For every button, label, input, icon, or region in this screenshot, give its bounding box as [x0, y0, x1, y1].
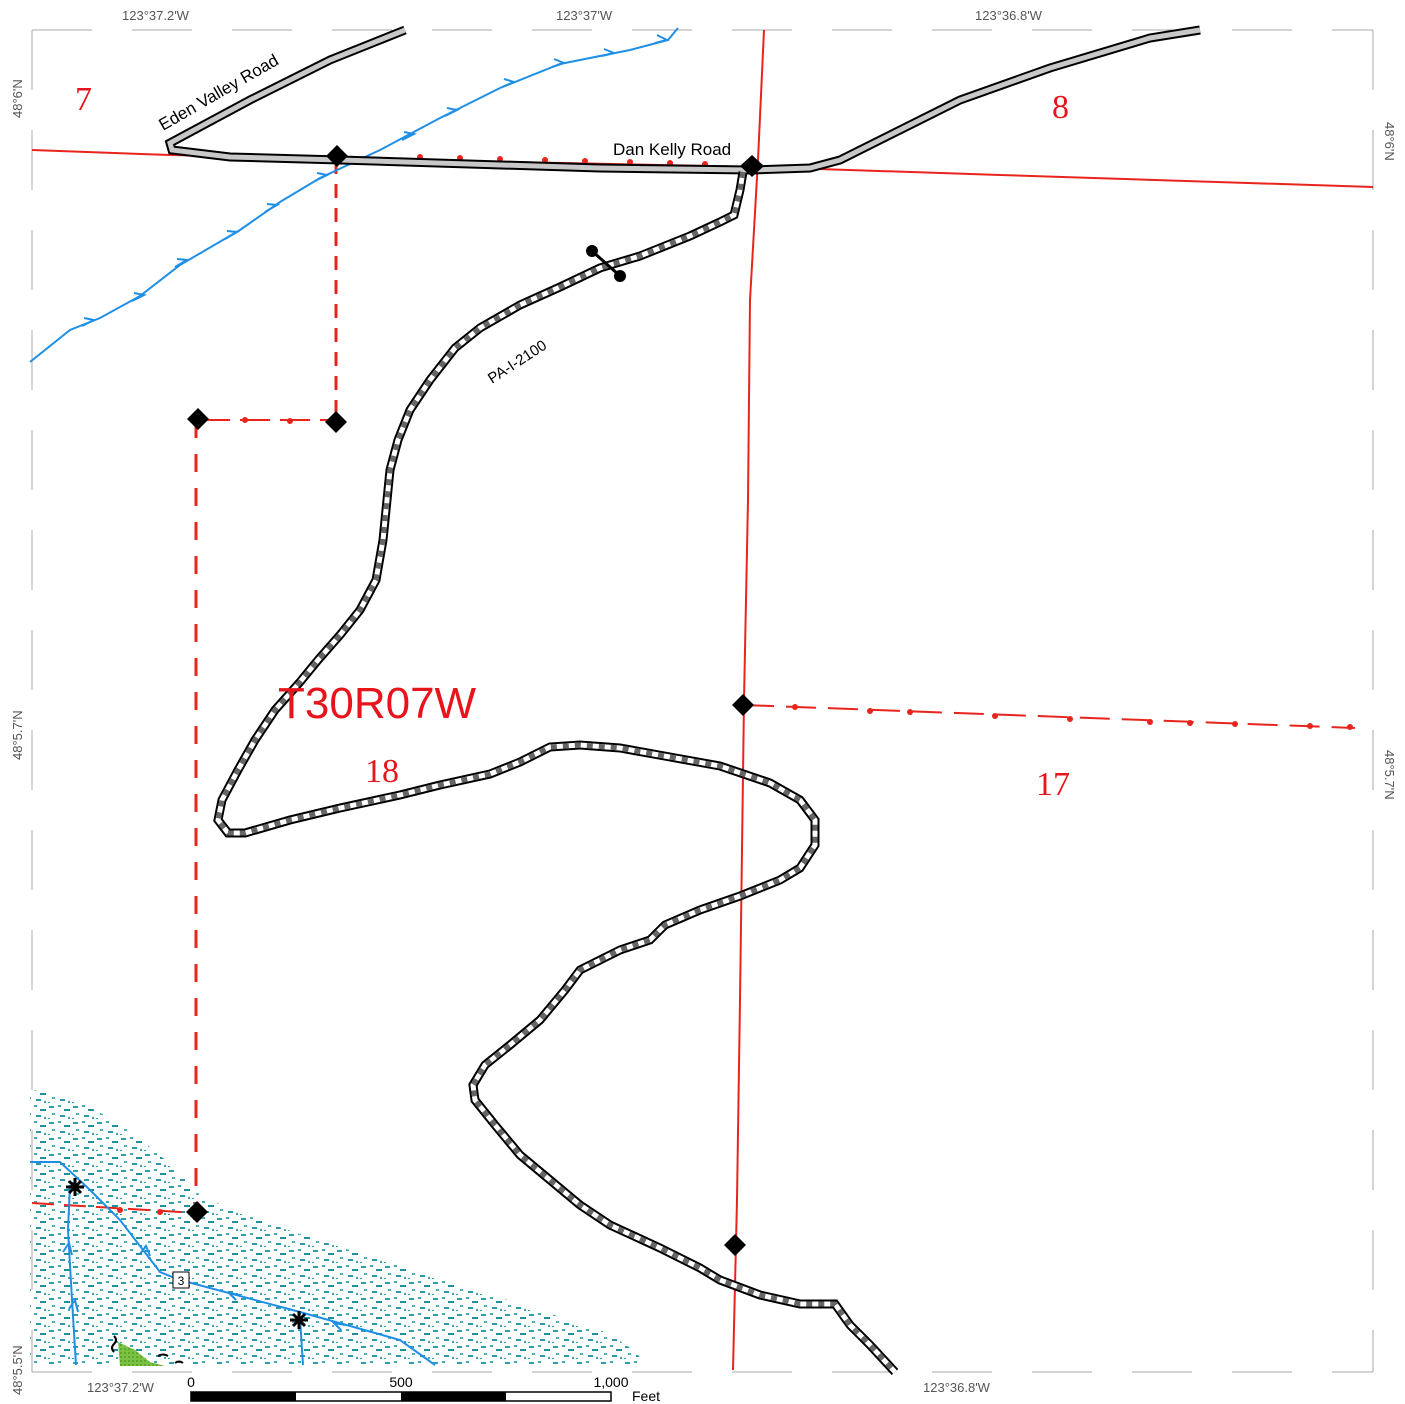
stream-north — [29, 27, 679, 363]
lat-label-right-top: 48°6'N — [1382, 122, 1397, 161]
lat-label-right-mid: 48°5.7'N — [1382, 750, 1397, 800]
lat-label-left-top: 48°6'N — [10, 79, 25, 118]
corner-marker-icon — [732, 694, 754, 716]
route-marker-label: 3 — [178, 1274, 185, 1288]
corner-marker-icon — [724, 1234, 746, 1256]
road-label-dan-kelly: Dan Kelly Road — [613, 140, 731, 159]
corner-marker-icon — [740, 155, 764, 177]
scale-bar: 0 500 1,000 Feet — [187, 1374, 660, 1404]
road-pa-i-2100 — [213, 171, 899, 1376]
lon-label-top-left: 123°37.2'W — [122, 8, 190, 23]
stream-sw-1 — [30, 1161, 436, 1366]
stream-arrows — [62, 34, 670, 1331]
boundary-line-sec18-south — [31, 1202, 197, 1214]
scale-label-500: 500 — [389, 1374, 413, 1390]
stream-sw-2 — [66, 1184, 77, 1366]
section-boundaries — [31, 29, 1374, 1371]
scale-bar-segment — [191, 1392, 296, 1401]
lon-label-bottom-left: 123°37.2'W — [87, 1380, 155, 1395]
lon-label-top-right: 123°36.8'W — [975, 8, 1043, 23]
boundary-line-east — [732, 29, 765, 1371]
scale-label-0: 0 — [187, 1374, 195, 1390]
scale-label-1000: 1,000 — [593, 1374, 628, 1390]
asterisk-icon — [290, 1311, 308, 1329]
corner-marker-icon — [186, 1201, 208, 1223]
road-label-pa-i-2100: PA-I-2100 — [485, 337, 550, 387]
lon-label-bottom-right: 123°36.8'W — [923, 1380, 991, 1395]
lat-label-left-bottom: 48°5.5'N — [10, 1345, 25, 1395]
township-label: T30R07W — [278, 679, 477, 728]
wetland-symbol-icon — [111, 1335, 184, 1364]
corner-marker-icon — [187, 408, 209, 430]
spring-icons — [66, 1178, 308, 1329]
boundary-line-sec17-north — [743, 704, 1356, 729]
gate-icon — [586, 245, 626, 282]
section-label-17: 17 — [1036, 766, 1070, 803]
route-marker-box — [172, 1271, 190, 1289]
wetland-patch — [118, 1342, 165, 1366]
asterisk-icon — [66, 1178, 84, 1196]
road-eden-valley — [164, 25, 751, 175]
scale-bar-segment — [401, 1392, 506, 1401]
corner-marker-icon — [325, 411, 347, 433]
lat-label-left-mid: 48°5.7'N — [10, 710, 25, 760]
section-label-7: 7 — [75, 81, 92, 118]
road-dan-kelly — [749, 25, 1201, 175]
scale-label-unit: Feet — [632, 1388, 660, 1404]
corner-marker-icon — [326, 145, 348, 167]
vegetation-area — [30, 1090, 645, 1365]
section-label-18: 18 — [365, 753, 399, 790]
lon-label-top-mid: 123°37'W — [556, 8, 613, 23]
section-label-8: 8 — [1052, 89, 1069, 126]
graticule-labels: 123°37.2'W 123°37'W 123°36.8'W 123°37.2'… — [10, 8, 1397, 1395]
corner-markers — [186, 145, 764, 1256]
